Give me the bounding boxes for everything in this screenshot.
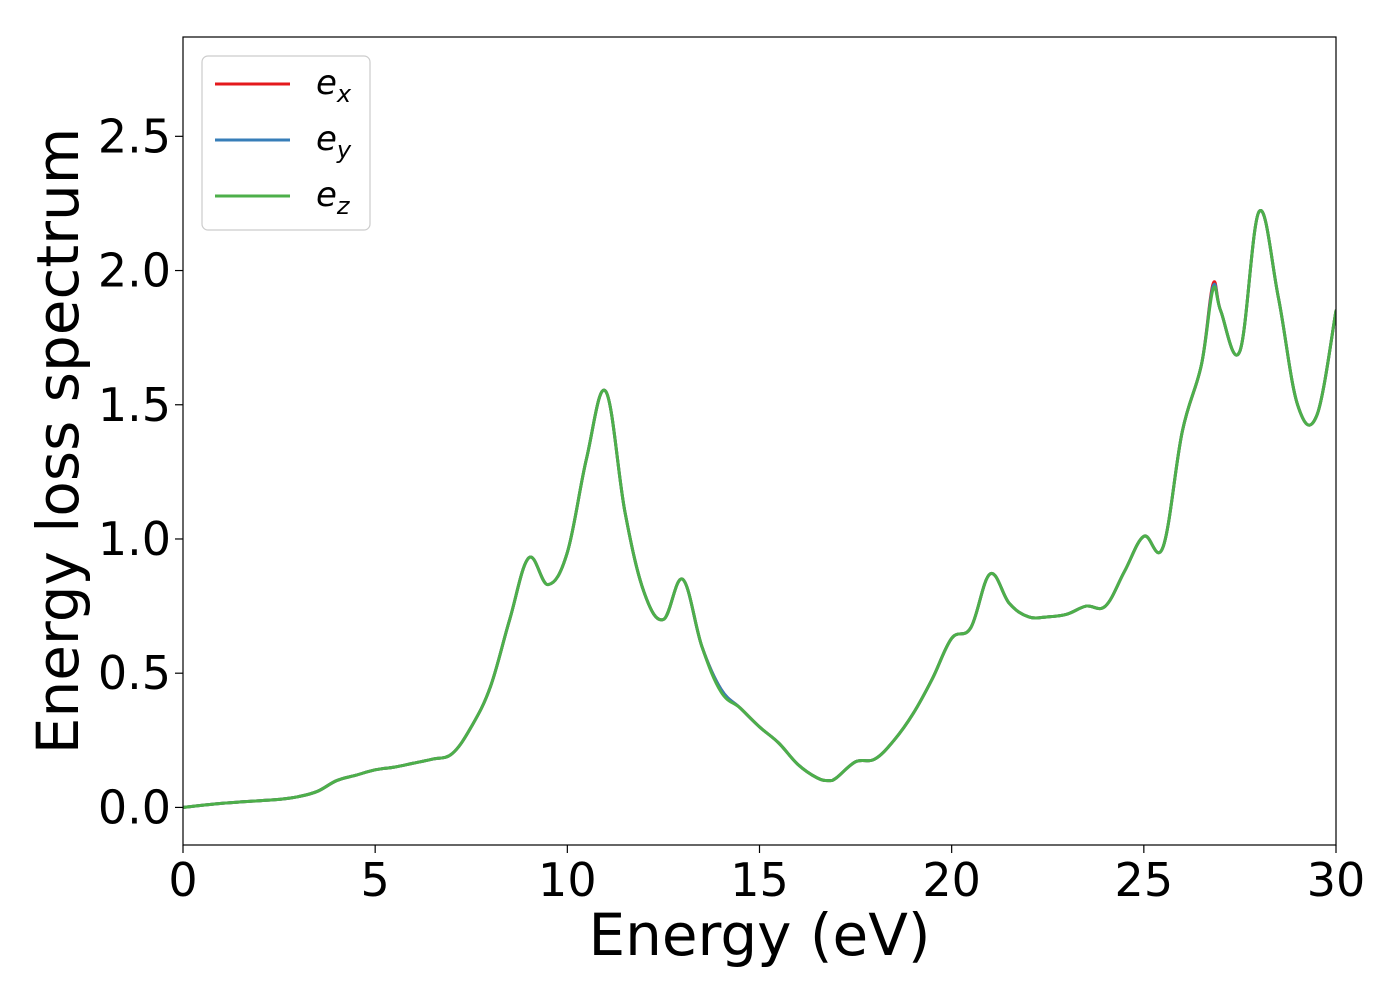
legend-label-ex: ex [316,63,352,108]
series-line-ez [183,209,1336,809]
x-axis-ticks: 0 5 10 15 20 25 30 [168,845,1365,907]
x-tick-label: 20 [922,853,981,907]
legend-label-ez: ez [316,175,351,220]
y-tick-label: 1.5 [98,378,171,432]
x-tick-label: 0 [168,853,197,907]
x-tick-label: 15 [730,853,789,907]
x-tick-label: 5 [361,853,390,907]
series-line-ex [183,209,1336,809]
y-tick-label: 0.5 [98,646,171,700]
series-layer [183,209,1336,809]
y-tick-label: 2.5 [98,109,171,163]
legend-box [201,55,371,231]
y-axis-ticks: 0.0 0.5 1.0 1.5 2.0 2.5 [98,109,183,834]
legend-label-ey: ey [316,119,352,164]
series-line-ey [183,209,1336,809]
y-tick-label: 0.0 [98,780,171,834]
x-tick-label: 10 [538,853,597,907]
y-axis-label: Energy loss spectrum [24,128,92,754]
x-tick-label: 25 [1115,853,1174,907]
x-axis-label: Energy (eV) [588,901,930,969]
legend: ex ey ez [201,55,371,231]
y-tick-label: 1.0 [98,512,171,566]
x-tick-label: 30 [1307,853,1366,907]
y-tick-label: 2.0 [98,244,171,298]
